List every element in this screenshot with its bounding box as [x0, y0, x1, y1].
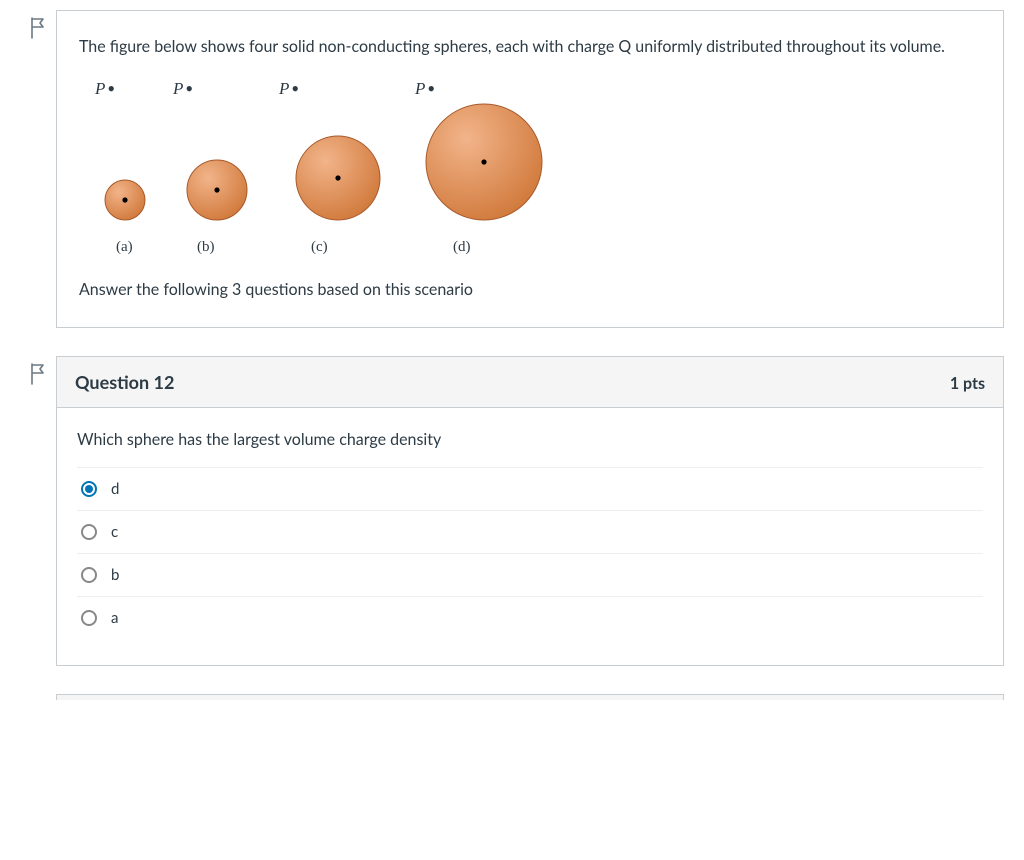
sphere-label: (b): [161, 239, 261, 256]
flag-icon[interactable]: [28, 362, 48, 386]
sphere-col-d: P•: [409, 80, 559, 223]
question-header: Question 12 1 pts: [57, 357, 1003, 408]
scenario-block: The figure below shows four solid non-co…: [20, 10, 1004, 328]
option-row[interactable]: c: [77, 510, 983, 553]
option-label: c: [111, 523, 118, 541]
option-row[interactable]: b: [77, 553, 983, 596]
options-list: d c b a: [77, 467, 983, 639]
sphere-col-c: P•: [273, 80, 403, 223]
scenario-followup: Answer the following 3 questions based o…: [79, 280, 981, 299]
flag-column: [20, 356, 56, 386]
radio-button[interactable]: [81, 610, 97, 626]
question-body: Which sphere has the largest volume char…: [57, 408, 1003, 665]
point-label: P•: [279, 80, 299, 97]
radio-button[interactable]: [81, 481, 97, 497]
option-label: b: [111, 566, 119, 584]
option-label: a: [111, 609, 118, 627]
question-block: Question 12 1 pts Which sphere has the l…: [20, 356, 1004, 666]
point-label: P•: [95, 80, 115, 97]
question-title: Question 12: [75, 371, 174, 393]
option-row[interactable]: d: [77, 467, 983, 510]
sphere-col-a: P•: [89, 80, 161, 223]
point-label: P•: [173, 80, 193, 97]
question-prompt: Which sphere has the largest volume char…: [77, 430, 983, 449]
option-row[interactable]: a: [77, 596, 983, 639]
question-card: Question 12 1 pts Which sphere has the l…: [56, 356, 1004, 666]
option-label: d: [111, 480, 119, 498]
sphere-col-b: P•: [167, 80, 267, 223]
next-block-stub: [20, 694, 1004, 700]
sphere-label: (d): [391, 239, 541, 256]
spheres-labels: (a)(b)(c)(d): [89, 239, 981, 256]
radio-button[interactable]: [81, 567, 97, 583]
question-points: 1 pts: [950, 374, 985, 393]
sphere-label: (c): [261, 239, 391, 256]
scenario-paragraph: The figure below shows four solid non-co…: [79, 35, 981, 58]
flag-icon[interactable]: [28, 16, 48, 40]
sphere-c: [293, 99, 383, 223]
radio-button[interactable]: [81, 524, 97, 540]
scenario-card: The figure below shows four solid non-co…: [56, 10, 1004, 328]
point-label: P•: [415, 80, 435, 97]
sphere-a: [102, 99, 148, 223]
sphere-b: [184, 99, 250, 223]
sphere-label: (a): [89, 239, 161, 256]
spheres-figure: P• P• P• P•: [89, 80, 981, 223]
sphere-d: [423, 99, 545, 223]
flag-column: [20, 10, 56, 40]
